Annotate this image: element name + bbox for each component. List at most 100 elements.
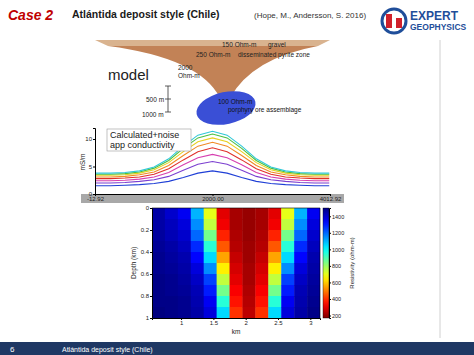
colorbar-axis-tick-label: 1000 — [332, 247, 344, 253]
heatmap-cell — [255, 241, 268, 252]
logo-text: EXPERT — [410, 9, 459, 23]
heatmap-cell — [242, 208, 255, 219]
footer-bar — [0, 342, 474, 355]
heatmap-cell — [178, 252, 191, 263]
y-axis-line — [150, 209, 153, 319]
heatmap-cell — [165, 230, 178, 241]
heatmap-cell — [230, 307, 243, 318]
y-axis-tick-mark — [93, 167, 95, 168]
heatmap-cell — [307, 263, 320, 274]
heatmap-cell — [281, 307, 294, 318]
x-axis-tick-label: 2 — [245, 320, 249, 326]
x-axis-tick: 1 — [180, 318, 184, 326]
heatmap-cell — [242, 296, 255, 307]
heatmap-cell — [255, 263, 268, 274]
heatmap-cell — [191, 219, 204, 230]
heatmap-cell — [294, 263, 307, 274]
heatmap-cell — [242, 252, 255, 263]
heatmap-cell — [152, 307, 165, 318]
page-number: 6 — [10, 345, 15, 354]
heatmap-cell — [191, 252, 204, 263]
gravel-layer — [95, 40, 330, 46]
layer-label: porphyry ore assemblage — [228, 106, 302, 114]
logo-ring — [382, 9, 406, 33]
axis-strip — [81, 194, 344, 203]
y-axis-tick-label: 0.4 — [141, 249, 150, 255]
heatmap-cell — [152, 263, 165, 274]
heatmap-cell — [268, 208, 281, 219]
host-resistivity: 2000 — [178, 64, 193, 71]
y-axis-tick: 0 — [89, 191, 95, 197]
heatmap-cell — [165, 296, 178, 307]
colorbar-axis-tick: 1000 — [329, 247, 344, 253]
heatmap-cell — [268, 241, 281, 252]
colorbar-axis-tick-mark — [329, 216, 331, 217]
heatmap-cell — [178, 296, 191, 307]
heatmap-cell — [152, 241, 165, 252]
heatmap-cell — [152, 219, 165, 230]
y-axis-tick-mark — [93, 139, 95, 140]
colorbar-axis-tick: 1400 — [329, 214, 344, 220]
heatmap-cell — [191, 208, 204, 219]
y-axis-tick-label: 5 — [89, 164, 93, 170]
heatmap-cell — [191, 285, 204, 296]
heatmap-cell — [204, 241, 217, 252]
heatmap-cell — [307, 241, 320, 252]
heatmap-cell — [165, 241, 178, 252]
heatmap-cell — [255, 252, 268, 263]
conductivity-curve — [96, 154, 329, 180]
y-axis-tick: 0.2 — [141, 227, 152, 233]
layer-resistivity: 150 Ohm-m — [222, 41, 256, 48]
heatmap-cell — [281, 230, 294, 241]
y-axis-tick-label: 1 — [146, 315, 150, 321]
x-axis-tick-label: 1 — [180, 320, 184, 326]
colorbar-axis-tick-mark — [329, 299, 331, 300]
y-axis-tick-mark — [150, 230, 152, 231]
plot-frame — [320, 208, 321, 318]
heatmap-cell — [217, 252, 230, 263]
annotation-box — [107, 129, 191, 151]
heatmap-cell — [165, 274, 178, 285]
heatmap-cell — [165, 285, 178, 296]
y-axis-tick-mark — [150, 318, 152, 319]
heatmap-cell — [178, 219, 191, 230]
heatmap-cell — [268, 230, 281, 241]
heatmap-cell — [281, 241, 294, 252]
heatmap-cell — [191, 274, 204, 285]
y-axis: 00.20.40.60.81 — [141, 205, 153, 321]
heatmap-cell — [242, 241, 255, 252]
heatmap-cell — [294, 285, 307, 296]
heatmap-cell — [268, 263, 281, 274]
heatmap-cell — [152, 252, 165, 263]
layer-label: gravel — [268, 41, 286, 49]
heatmap-cell — [230, 252, 243, 263]
axis-title: mS/m — [79, 154, 86, 171]
y-axis-tick-label: 10 — [85, 136, 92, 142]
x-axis-tick: 2.5 — [274, 318, 283, 326]
y-axis-tick-label: 0.2 — [141, 227, 150, 233]
heatmap-cell — [230, 263, 243, 274]
y-axis-tick: 0 — [146, 205, 152, 211]
y-axis-tick: 0.8 — [141, 293, 152, 299]
colorbar-axis-tick-mark — [329, 249, 331, 250]
resistivity-section: 11.522.5300.20.40.60.81kmDepth (km)20040… — [130, 205, 355, 335]
heatmap-cell — [204, 263, 217, 274]
citation: (Hope, M., Andersson, S. 2016) — [254, 11, 366, 20]
y-axis-tick-mark — [150, 274, 152, 275]
heatmap-cell — [178, 285, 191, 296]
y-axis-tick: 10 — [85, 136, 95, 142]
scale-bar — [165, 86, 171, 112]
y-axis-tick-mark — [150, 208, 152, 209]
heatmap-cell — [191, 241, 204, 252]
x-axis: 11.522.53 — [153, 318, 321, 326]
y-axis-tick-label: 0.8 — [141, 293, 150, 299]
x-axis-tick-label: 4012.92 — [320, 196, 342, 202]
heatmap-cell — [255, 307, 268, 318]
conductivity-curve — [96, 134, 329, 174]
heatmap-cell — [217, 219, 230, 230]
x-axis-tick-label: 2000.00 — [202, 196, 224, 202]
y-axis-tick-mark — [93, 194, 95, 195]
colorbar-axis-tick-mark — [329, 266, 331, 267]
cells — [152, 208, 320, 318]
annotation: Calculated+noise — [110, 130, 179, 140]
